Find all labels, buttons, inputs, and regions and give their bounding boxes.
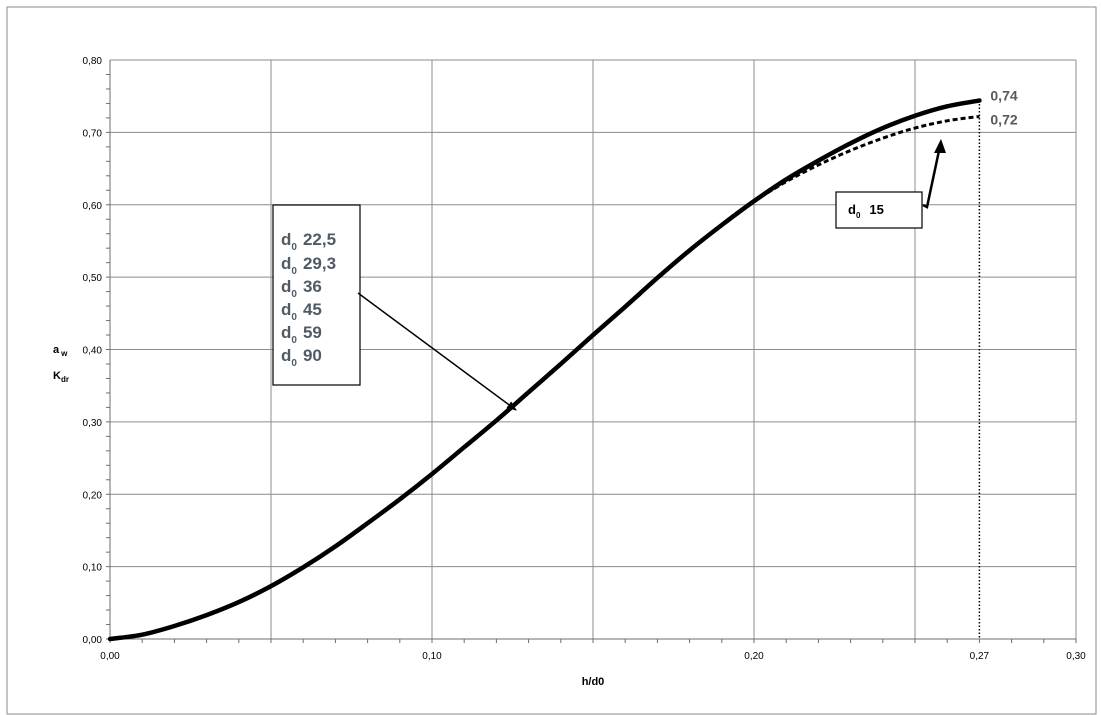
y-tick-label: 0,70	[83, 128, 103, 139]
x-tick-label: 0,00	[100, 651, 120, 662]
y-tick-label: 0,20	[83, 490, 103, 501]
annotation-multi-line-1: d0 22,5	[281, 230, 336, 253]
axes	[106, 60, 1077, 643]
annotation-single-text: d0 15	[848, 202, 884, 220]
x-tick-label: 0,27	[970, 651, 990, 662]
annotation-multi-arrow	[357, 292, 517, 411]
y-tick-label: 0,60	[83, 201, 103, 212]
y-tick-label: 0,80	[83, 56, 103, 67]
chart-outer-border	[6, 6, 1097, 715]
y-axis-title-k: K	[53, 370, 61, 382]
annotation-single: d0 15	[835, 139, 946, 229]
annotation-single-arrow	[922, 145, 942, 209]
y-axis-title-a: a	[53, 344, 60, 356]
x-axis-title: h/d0	[582, 676, 605, 688]
series-line-dashed	[753, 114, 980, 203]
x-tick-label: 0,20	[744, 651, 764, 662]
tick-labels: 0,00 0,10 0,20 0,30 0,40 0,50 0,60 0,70 0,80 0,00…	[83, 56, 1087, 662]
annotation-multi-line-3: d0 36	[281, 277, 322, 300]
series-line-solid	[107, 98, 982, 642]
x-tick-label: 0,10	[422, 651, 442, 662]
y-tick-label: 0,40	[83, 346, 103, 357]
grid	[109, 59, 1077, 640]
annotation-single-box	[835, 191, 923, 229]
y-axis-title-k-sub: dr	[61, 375, 69, 384]
y-axis-title-kdr: Kdr	[53, 370, 69, 384]
annotation-multi-line-6: d0 90	[281, 346, 322, 369]
end-value-label: 0,72	[990, 111, 1017, 127]
series	[107, 98, 982, 642]
annotation-multi-line-5: d0 59	[281, 323, 322, 346]
y-tick-label: 0,10	[83, 563, 103, 574]
y-axis-title-a-sub: w	[60, 349, 68, 358]
annotation-multi: d0 22,5 d0 29,3 d0 36 d0 45 d0 59 d0 90	[272, 204, 517, 411]
end-labels: 0,74 0,72	[990, 88, 1017, 128]
annotation-multi-box	[272, 204, 361, 386]
y-tick-label: 0,00	[83, 635, 103, 646]
y-tick-label: 0,30	[83, 418, 103, 429]
annotation-single-arrowhead	[934, 139, 946, 153]
x-tick-label: 0,30	[1066, 651, 1086, 662]
end-value-label: 0,74	[990, 88, 1017, 104]
y-tick-label: 0,50	[83, 273, 103, 284]
annotation-multi-line-2: d0 29,3	[281, 254, 336, 277]
annotation-multi-line-4: d0 45	[281, 300, 322, 323]
